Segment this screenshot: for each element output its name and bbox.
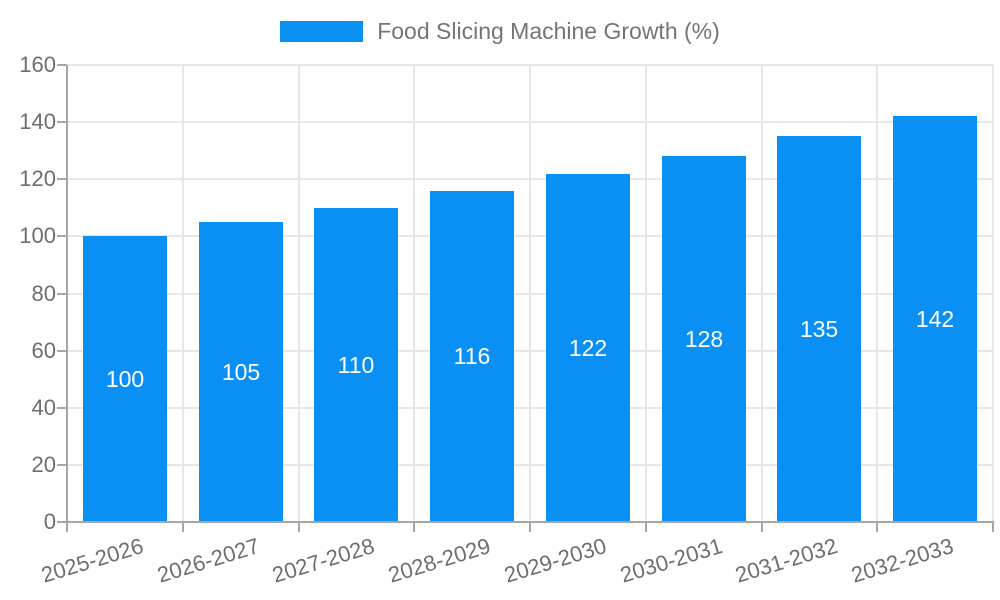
y-axis-tick xyxy=(57,464,67,466)
x-axis-tick-label: 2028-2029 xyxy=(385,533,494,588)
x-axis-tick xyxy=(182,522,184,532)
x-axis-tick xyxy=(992,522,994,532)
y-axis-tick xyxy=(57,407,67,409)
bar-value-label: 142 xyxy=(915,306,955,332)
bar-value-label: 128 xyxy=(684,326,724,352)
y-axis-tick-label: 120 xyxy=(19,166,56,191)
bar-2026-2027[interactable] xyxy=(199,222,283,522)
x-axis-tick xyxy=(413,522,415,532)
x-axis-tick xyxy=(298,522,300,532)
x-axis-tick-label: 2032-2033 xyxy=(848,533,957,588)
y-axis-tick xyxy=(57,121,67,123)
bar-value-label: 122 xyxy=(568,335,608,361)
bar-value-label: 105 xyxy=(221,359,261,385)
y-axis-tick xyxy=(57,350,67,352)
y-axis-tick-label: 60 xyxy=(31,338,56,363)
x-axis-tick-label: 2025-2026 xyxy=(38,533,147,588)
y-axis-tick-label: 80 xyxy=(31,281,56,306)
v-gridline xyxy=(761,65,763,522)
x-axis-tick xyxy=(761,522,763,532)
legend-swatch xyxy=(280,21,364,42)
bar-value-label: 116 xyxy=(453,343,491,369)
bar-2032-2033[interactable] xyxy=(893,116,977,522)
bar-value-label: 135 xyxy=(799,316,839,342)
x-axis-tick xyxy=(66,522,68,532)
bar-2030-2031[interactable] xyxy=(662,156,746,522)
y-axis-tick-label: 20 xyxy=(31,452,56,477)
y-axis-tick xyxy=(57,521,67,523)
x-axis-tick-label: 2031-2032 xyxy=(732,533,841,588)
bar-2027-2028[interactable] xyxy=(314,208,398,522)
y-axis-tick-label: 100 xyxy=(19,223,56,248)
x-axis-tick-label: 2026-2027 xyxy=(154,533,263,588)
x-axis-tick-label: 2029-2030 xyxy=(501,533,610,588)
bar-2025-2026[interactable] xyxy=(83,236,167,522)
y-axis-tick-label: 40 xyxy=(31,395,56,420)
legend-label: Food Slicing Machine Growth (%) xyxy=(377,18,720,44)
y-axis-line xyxy=(66,65,68,524)
y-axis-tick-label: 160 xyxy=(19,52,56,77)
x-axis-tick xyxy=(645,522,647,532)
v-gridline xyxy=(298,65,300,522)
bar-2029-2030[interactable] xyxy=(546,174,630,522)
y-axis-tick xyxy=(57,235,67,237)
v-gridline xyxy=(876,65,878,522)
v-gridline xyxy=(413,65,415,522)
y-axis-tick xyxy=(57,178,67,180)
y-axis-tick-label: 140 xyxy=(19,109,56,134)
y-axis-tick xyxy=(57,64,67,66)
bar-value-label: 100 xyxy=(105,366,145,392)
y-axis-tick xyxy=(57,293,67,295)
v-gridline xyxy=(182,65,184,522)
x-axis-tick xyxy=(876,522,878,532)
y-axis-tick-label: 0 xyxy=(43,509,56,534)
chart-legend[interactable]: Food Slicing Machine Growth (%) xyxy=(0,20,1000,43)
x-axis-tick-label: 2030-2031 xyxy=(617,533,726,588)
v-gridline xyxy=(645,65,647,522)
v-gridline xyxy=(992,65,994,522)
bar-value-label: 110 xyxy=(337,352,375,378)
bar-2031-2032[interactable] xyxy=(777,136,861,522)
v-gridline xyxy=(529,65,531,522)
x-axis-tick xyxy=(529,522,531,532)
x-axis-tick-label: 2027-2028 xyxy=(269,533,378,588)
bar-2028-2029[interactable] xyxy=(430,191,514,522)
